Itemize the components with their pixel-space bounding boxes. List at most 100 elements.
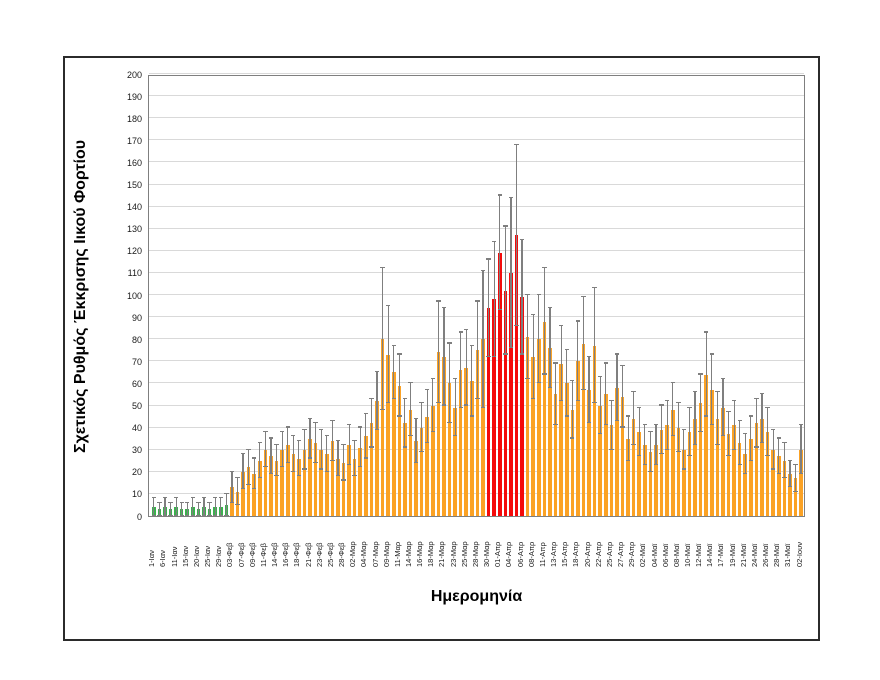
error-bar xyxy=(627,416,629,461)
x-tick-label: 18-Φεβ xyxy=(292,542,302,567)
error-bar-cap xyxy=(151,514,156,516)
error-bar-cap xyxy=(452,435,458,437)
bar xyxy=(659,429,664,516)
error-bar xyxy=(281,432,283,468)
x-tick-label: 28-Μαϊ xyxy=(772,543,782,567)
x-tick-label: 10-Μαϊ xyxy=(682,543,692,567)
bar xyxy=(598,405,602,516)
error-bar xyxy=(599,376,601,435)
error-bar xyxy=(761,394,763,444)
error-bar-cap xyxy=(425,388,430,391)
x-axis-title: Ημερομηνία xyxy=(430,588,523,605)
bar xyxy=(386,354,390,516)
bar xyxy=(788,474,792,516)
error-bar xyxy=(264,432,266,468)
error-bar-cap xyxy=(586,355,592,357)
error-bar-cap xyxy=(698,430,703,433)
error-bar xyxy=(783,443,785,479)
bar xyxy=(654,445,658,516)
bar xyxy=(626,438,630,516)
error-bar xyxy=(287,427,289,463)
error-bar-cap xyxy=(508,196,514,198)
error-bar xyxy=(521,239,523,355)
error-bar-cap xyxy=(402,397,408,399)
error-bar xyxy=(337,440,339,477)
error-bar xyxy=(482,270,484,408)
error-bar xyxy=(543,268,545,375)
gridline xyxy=(149,205,804,207)
error-bar xyxy=(253,458,255,490)
bar xyxy=(637,432,642,516)
x-tick-label: 08-Μαϊ xyxy=(671,543,681,567)
error-bar-cap xyxy=(754,446,759,448)
error-bar-cap xyxy=(609,448,614,450)
error-bar-cap xyxy=(564,415,569,417)
y-tick-label: 20 xyxy=(131,467,142,478)
error-bar-cap xyxy=(631,391,636,393)
error-bar xyxy=(181,502,183,516)
error-bar xyxy=(409,383,412,437)
error-bar xyxy=(722,379,724,437)
bar xyxy=(252,474,257,516)
error-bar-cap xyxy=(408,382,413,384)
error-bar-cap xyxy=(196,514,201,516)
error-bar-cap xyxy=(793,463,798,466)
x-tick-label: 11-Μαρ xyxy=(392,541,402,567)
error-bar xyxy=(655,425,657,466)
bar xyxy=(670,409,675,516)
y-tick-label: 190 xyxy=(126,91,142,102)
bar xyxy=(564,383,569,516)
gridline xyxy=(149,161,804,163)
error-bar-cap xyxy=(229,470,235,472)
error-bar-cap xyxy=(212,497,218,499)
error-bar xyxy=(789,460,791,488)
error-bar xyxy=(510,197,512,349)
gridline xyxy=(149,227,804,229)
bar xyxy=(464,367,469,516)
error-bar-cap xyxy=(570,380,575,382)
bar xyxy=(603,394,608,516)
y-tick-label: 60 xyxy=(131,378,142,389)
error-bar-cap xyxy=(765,455,770,457)
error-bar xyxy=(711,354,713,426)
error-bar-cap xyxy=(341,479,346,481)
error-bar-cap xyxy=(642,424,648,426)
error-bar xyxy=(153,498,155,516)
x-tick-label: 14-Μαρ xyxy=(403,541,413,567)
error-bar-cap xyxy=(285,426,290,428)
error-bar-cap xyxy=(664,399,670,402)
error-bar-cap xyxy=(681,428,687,430)
error-bar-cap xyxy=(720,377,726,379)
bar xyxy=(475,350,480,516)
x-tick-label: 29-Ιαν xyxy=(214,545,224,567)
error-bar-cap xyxy=(168,514,173,516)
y-tick-label: 50 xyxy=(131,401,142,411)
error-bar xyxy=(727,412,730,457)
bar xyxy=(330,440,335,516)
error-bar-cap xyxy=(313,422,318,424)
x-tick-label: 21-Μαϊ xyxy=(738,543,748,567)
bar xyxy=(676,427,681,516)
bar xyxy=(537,339,541,516)
error-bar-cap xyxy=(330,459,335,461)
error-bar-cap xyxy=(553,362,558,364)
error-bar xyxy=(354,440,356,477)
x-tick-label: 02-Μαϊ xyxy=(638,543,648,567)
error-bar-cap xyxy=(358,426,363,428)
bar xyxy=(570,409,575,516)
error-bar-cap xyxy=(341,444,346,446)
error-bar-cap xyxy=(664,448,670,450)
error-bar-cap xyxy=(397,415,402,417)
error-bar xyxy=(688,407,691,457)
error-bar xyxy=(476,301,479,399)
bar xyxy=(793,478,798,516)
bar xyxy=(776,456,781,516)
error-bar-cap xyxy=(391,397,396,399)
error-bar-cap xyxy=(185,514,190,516)
bar xyxy=(308,438,312,516)
error-bar xyxy=(666,401,668,450)
bar xyxy=(514,235,519,516)
x-tick-label: 17-Μαϊ xyxy=(716,543,726,567)
error-bar-cap xyxy=(173,514,179,516)
error-bar xyxy=(594,288,596,404)
